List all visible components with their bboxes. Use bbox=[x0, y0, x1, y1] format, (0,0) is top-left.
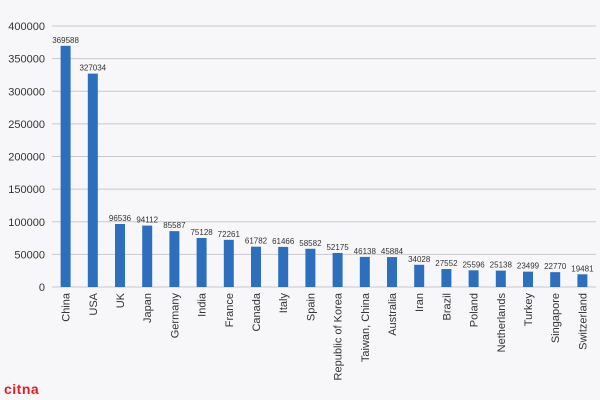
citna-logo: citna bbox=[4, 381, 40, 397]
data-label: 25138 bbox=[490, 261, 513, 270]
bar bbox=[196, 237, 207, 287]
bar bbox=[223, 239, 234, 287]
category-label: France bbox=[224, 293, 236, 327]
data-label: 72261 bbox=[218, 230, 241, 239]
bar bbox=[332, 252, 343, 287]
bar bbox=[169, 231, 180, 287]
bar bbox=[278, 246, 289, 287]
bar bbox=[523, 271, 533, 287]
data-label: 27552 bbox=[435, 259, 458, 268]
y-tick-label: 0 bbox=[39, 282, 45, 294]
bar bbox=[60, 45, 71, 288]
category-label: Republic of Korea bbox=[333, 292, 345, 380]
data-label: 58582 bbox=[299, 239, 322, 248]
gridlines bbox=[52, 25, 596, 288]
bar bbox=[251, 246, 261, 287]
y-tick-label: 200000 bbox=[8, 152, 45, 164]
y-tick-label: 150000 bbox=[8, 184, 45, 196]
y-tick-label: 300000 bbox=[8, 86, 45, 98]
data-label: 23499 bbox=[517, 262, 540, 271]
bar bbox=[87, 73, 98, 287]
category-label: Switzerland bbox=[577, 293, 589, 350]
bar bbox=[495, 270, 506, 287]
category-label: Germany bbox=[169, 293, 181, 339]
category-label: Canada bbox=[251, 292, 263, 331]
bar bbox=[441, 269, 452, 287]
bar bbox=[359, 256, 370, 287]
data-label: 52175 bbox=[326, 243, 349, 252]
category-label: Iran bbox=[414, 293, 426, 312]
category-label: Spain bbox=[305, 293, 317, 321]
bar bbox=[468, 270, 479, 287]
y-tick-label: 400000 bbox=[8, 21, 45, 33]
bar bbox=[577, 274, 588, 287]
category-label: Netherlands bbox=[496, 293, 508, 353]
category-label: Italy bbox=[278, 293, 290, 314]
bar bbox=[550, 272, 561, 287]
bars bbox=[60, 45, 588, 288]
y-tick-label: 250000 bbox=[8, 119, 45, 131]
y-tick-label: 100000 bbox=[8, 217, 45, 229]
data-label: 19481 bbox=[571, 264, 594, 273]
category-label: Singapore bbox=[550, 293, 562, 343]
category-label: Poland bbox=[469, 293, 481, 327]
data-label: 75128 bbox=[190, 228, 213, 237]
data-label: 96536 bbox=[109, 214, 132, 223]
category-label: USA bbox=[88, 292, 100, 315]
data-label: 34028 bbox=[408, 255, 431, 264]
data-label: 327034 bbox=[79, 64, 106, 73]
y-axis-ticks: 0 50000 100000 150000 200000 250000 300000 3500… bbox=[8, 21, 45, 294]
data-label: 85587 bbox=[163, 221, 186, 230]
data-label: 61782 bbox=[245, 237, 268, 246]
data-label: 61466 bbox=[272, 237, 295, 246]
x-axis-categories: China USA UK Japan Germany India France Canada I… bbox=[61, 292, 590, 380]
data-label: 45884 bbox=[381, 247, 404, 256]
category-label: China bbox=[61, 292, 73, 322]
value-labels: 369588 327034 96536 94112 85587 75128 72261 617… bbox=[52, 36, 594, 273]
bar bbox=[387, 257, 397, 287]
category-label: UK bbox=[115, 292, 127, 308]
category-label: Japan bbox=[142, 293, 154, 323]
bar bbox=[142, 225, 153, 287]
bar bbox=[414, 264, 425, 287]
data-label: 46138 bbox=[354, 247, 377, 256]
data-label: 94112 bbox=[136, 216, 158, 225]
data-label: 25596 bbox=[462, 260, 485, 269]
category-label: Taiwan, China bbox=[360, 292, 372, 362]
y-tick-label: 50000 bbox=[14, 249, 45, 261]
category-label: Australia bbox=[387, 292, 399, 336]
category-label: Brazil bbox=[441, 293, 453, 321]
data-label: 22770 bbox=[544, 262, 567, 271]
y-tick-label: 350000 bbox=[8, 54, 45, 66]
bar bbox=[305, 248, 316, 287]
bar bbox=[115, 224, 125, 287]
category-label: India bbox=[197, 292, 209, 317]
data-label: 369588 bbox=[52, 36, 79, 45]
category-label: Turkey bbox=[523, 293, 535, 327]
